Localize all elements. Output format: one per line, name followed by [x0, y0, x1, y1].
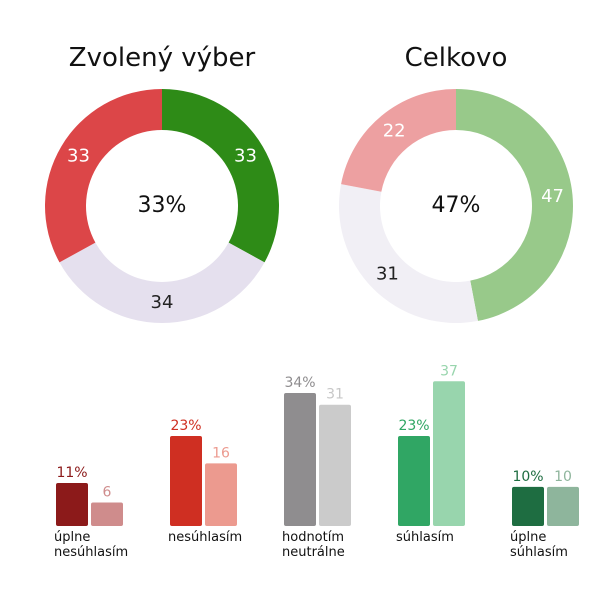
category-label: súhlasím [396, 530, 454, 545]
donut-slice-label: 33 [234, 146, 257, 167]
bar-value-label: 37 [440, 363, 458, 379]
bar [205, 463, 237, 526]
bar [91, 502, 123, 526]
bar-value-label: 10% [512, 469, 543, 485]
bar [56, 482, 88, 526]
donut-center-label: 33% [138, 193, 187, 218]
bar-value-label: 23% [170, 418, 201, 434]
bar-value-label: 10 [554, 469, 572, 485]
category-label: nesúhlasím [54, 545, 128, 560]
donut-title: Celkovo [405, 43, 508, 73]
donut-slice-label: 33 [67, 146, 90, 167]
donut-slice-label: 31 [376, 264, 399, 285]
category-label: hodnotím [282, 530, 344, 545]
bar [512, 486, 544, 526]
donut-slice [59, 242, 265, 324]
bar [547, 486, 579, 526]
category-label: neutrálne [282, 545, 345, 560]
donut-slice [44, 89, 162, 263]
donut-title: Zvolený výber [69, 43, 256, 73]
category-label: úplne [54, 530, 90, 545]
category-label: nesúhlasím [168, 530, 242, 545]
donut-slice [338, 184, 478, 323]
bar-value-label: 16 [212, 445, 230, 461]
bar [284, 393, 316, 526]
donut-center-label: 47% [432, 193, 481, 218]
bar-value-label: 11% [56, 465, 87, 481]
donut-slice [341, 89, 456, 192]
bar-value-label: 31 [326, 387, 344, 403]
donut-slice-label: 22 [383, 120, 406, 141]
donut-slice-label: 34 [151, 292, 174, 313]
bar [398, 436, 430, 526]
donut-slice [456, 89, 574, 321]
bar [170, 436, 202, 526]
bar [433, 381, 465, 526]
donut-slice-label: 47 [541, 186, 564, 207]
donut-slice [162, 89, 280, 263]
category-label: úplne [510, 530, 546, 545]
category-label: súhlasím [510, 545, 568, 560]
bar-value-label: 34% [284, 375, 315, 391]
bar [319, 404, 351, 526]
bar-value-label: 23% [398, 418, 429, 434]
bar-value-label: 6 [103, 485, 112, 501]
